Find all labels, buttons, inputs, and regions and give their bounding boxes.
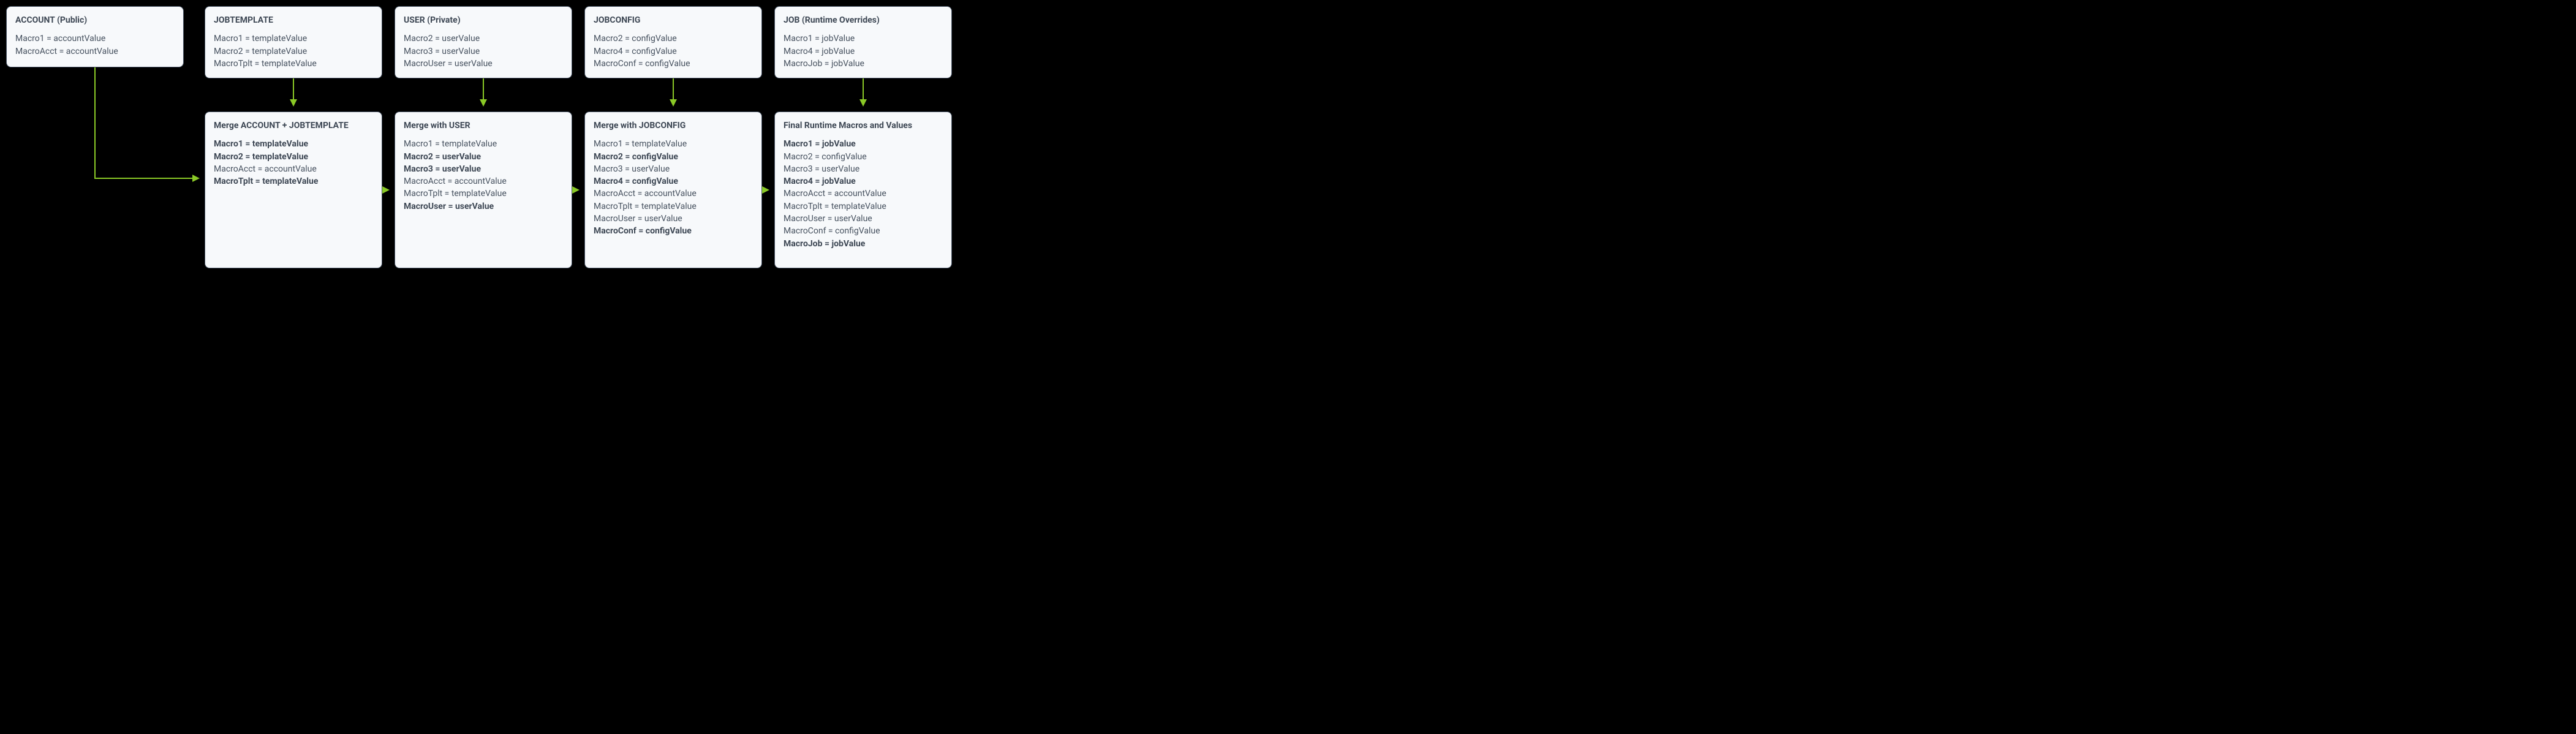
macro-line: MacroUser = userValue <box>784 213 943 225</box>
macro-line: Macro2 = templateValue <box>214 45 373 58</box>
macro-line: MacroJob = jobValue <box>784 238 943 250</box>
source-box-job: JOB (Runtime Overrides) Macro1 = jobValue… <box>774 6 952 78</box>
macro-line: MacroTplt = templateValue <box>404 187 563 200</box>
macro-line: MacroAcct = accountValue <box>594 187 753 200</box>
macro-line: Macro1 = templateValue <box>214 32 373 45</box>
source-box-jobconfig: JOBCONFIG Macro2 = configValueMacro4 = co… <box>584 6 762 78</box>
merge-box-merge3: Merge with JOBCONFIG Macro1 = templateVal… <box>584 112 762 268</box>
macro-line: MacroTplt = templateValue <box>784 200 943 213</box>
macro-line: MacroConf = configValue <box>784 225 943 237</box>
macro-line: Macro3 = userValue <box>594 163 753 175</box>
source-box-jobtemplate: JOBTEMPLATE Macro1 = templateValueMacro2 … <box>205 6 382 78</box>
box-title: Merge ACCOUNT + JOBTEMPLATE <box>214 119 373 132</box>
macro-line: MacroAcct = accountValue <box>404 175 563 187</box>
macro-line: MacroTplt = templateValue <box>214 58 373 70</box>
box-title: JOBCONFIG <box>594 14 753 26</box>
box-title: Merge with USER <box>404 119 563 132</box>
macro-line: Macro1 = templateValue <box>404 138 563 150</box>
macro-line: Macro2 = templateValue <box>214 151 373 163</box>
box-title: Final Runtime Macros and Values <box>784 119 943 132</box>
macro-line: Macro2 = configValue <box>594 151 753 163</box>
macro-line: Macro1 = accountValue <box>15 32 175 45</box>
macro-line: Macro1 = templateValue <box>594 138 753 150</box>
macro-line: Macro4 = configValue <box>594 175 753 187</box>
macro-line: MacroAcct = accountValue <box>15 45 175 58</box>
macro-line: Macro2 = userValue <box>404 151 563 163</box>
macro-line: MacroAcct = accountValue <box>784 187 943 200</box>
box-title: USER (Private) <box>404 14 563 26</box>
macro-line: MacroJob = jobValue <box>784 58 943 70</box>
macro-line: Macro3 = userValue <box>784 163 943 175</box>
macro-line: MacroUser = userValue <box>404 200 563 213</box>
source-box-account: ACCOUNT (Public) Macro1 = accountValueMac… <box>6 6 184 67</box>
macro-line: Macro2 = configValue <box>594 32 753 45</box>
macro-line: Macro4 = configValue <box>594 45 753 58</box>
macro-line: Macro4 = jobValue <box>784 45 943 58</box>
macro-line: Macro4 = jobValue <box>784 175 943 187</box>
box-title: JOBTEMPLATE <box>214 14 373 26</box>
macro-line: Macro3 = userValue <box>404 163 563 175</box>
source-box-user: USER (Private) Macro2 = userValueMacro3 =… <box>395 6 572 78</box>
arrow <box>95 67 198 178</box>
macro-line: Macro1 = jobValue <box>784 32 943 45</box>
macro-line: Macro3 = userValue <box>404 45 563 58</box>
macro-line: MacroTplt = templateValue <box>594 200 753 213</box>
macro-line: MacroConf = configValue <box>594 225 753 237</box>
macro-line: Macro1 = templateValue <box>214 138 373 150</box>
box-title: Merge with JOBCONFIG <box>594 119 753 132</box>
macro-line: Macro2 = configValue <box>784 151 943 163</box>
macro-line: MacroUser = userValue <box>594 213 753 225</box>
macro-line: MacroUser = userValue <box>404 58 563 70</box>
macro-line: MacroTplt = templateValue <box>214 175 373 187</box>
merge-box-merge2: Merge with USERMacro1 = templateValueMac… <box>395 112 572 268</box>
macro-line: MacroAcct = accountValue <box>214 163 373 175</box>
merge-box-merge4: Final Runtime Macros and Values Macro1 = … <box>774 112 952 268</box>
box-title: ACCOUNT (Public) <box>15 14 175 26</box>
macro-line: MacroConf = configValue <box>594 58 753 70</box>
macro-line: Macro1 = jobValue <box>784 138 943 150</box>
merge-box-merge1: Merge ACCOUNT + JOBTEMPLATE Macro1 = temp… <box>205 112 382 268</box>
box-title: JOB (Runtime Overrides) <box>784 14 943 26</box>
diagram-canvas: ACCOUNT (Public)Macro1 = accountValueMac… <box>0 0 963 274</box>
macro-line: Macro2 = userValue <box>404 32 563 45</box>
